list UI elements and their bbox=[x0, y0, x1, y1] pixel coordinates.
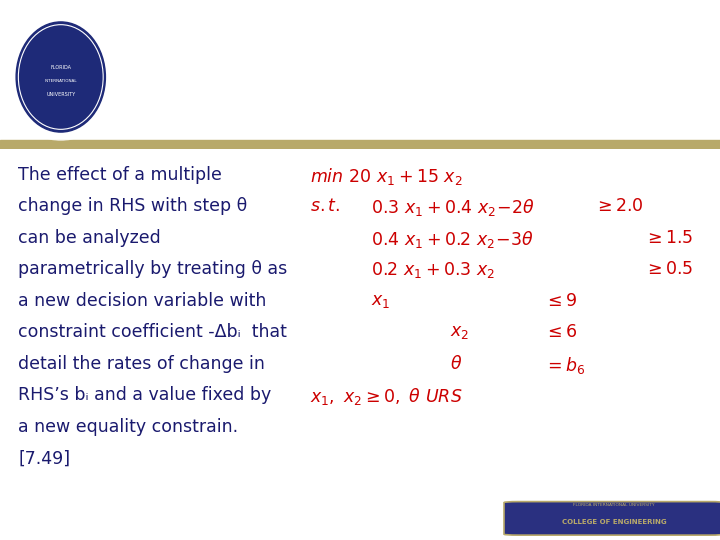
Text: FLORIDA INTERNATIONAL UNIVERSITY: FLORIDA INTERNATIONAL UNIVERSITY bbox=[573, 503, 655, 507]
Bar bbox=[0, 139, 720, 148]
Circle shape bbox=[16, 22, 105, 132]
Text: $\geq 1.5$: $\geq 1.5$ bbox=[644, 229, 694, 247]
Text: $\geq 2.0$: $\geq 2.0$ bbox=[594, 197, 644, 215]
Text: INTERNATIONAL: INTERNATIONAL bbox=[45, 79, 77, 83]
Text: can be analyzed: can be analyzed bbox=[18, 229, 161, 247]
Text: UNIVERSITY: UNIVERSITY bbox=[46, 92, 76, 97]
Text: $0.3\ x_1 + 0.4\ x_2\! -\! 2\theta$: $0.3\ x_1 + 0.4\ x_2\! -\! 2\theta$ bbox=[371, 197, 535, 218]
Text: a new decision variable with: a new decision variable with bbox=[18, 292, 266, 310]
Text: COLLEGE OF ENGINEERING: COLLEGE OF ENGINEERING bbox=[562, 518, 667, 524]
Circle shape bbox=[9, 14, 112, 140]
Text: $\leq 9$: $\leq 9$ bbox=[544, 292, 577, 310]
Text: $x_1$: $x_1$ bbox=[371, 292, 390, 310]
Text: Parameter Changes: Parameter Changes bbox=[256, 93, 564, 121]
Text: FLORIDA: FLORIDA bbox=[50, 65, 71, 70]
Text: detail the rates of change in: detail the rates of change in bbox=[18, 355, 265, 373]
Text: $0.4\ x_1 + 0.2\ x_2\! -\! 3\theta$: $0.4\ x_1 + 0.2\ x_2\! -\! 3\theta$ bbox=[371, 229, 534, 249]
Text: $\geq 0.5$: $\geq 0.5$ bbox=[644, 260, 694, 278]
Text: constraint coefficient -Δbᵢ  that: constraint coefficient -Δbᵢ that bbox=[18, 323, 287, 341]
Text: parametrically by treating θ as: parametrically by treating θ as bbox=[18, 260, 287, 278]
FancyBboxPatch shape bbox=[504, 502, 720, 535]
Text: Assessing Effects of Multiple: Assessing Effects of Multiple bbox=[184, 31, 636, 58]
Text: RHS’s bᵢ and a value fixed by: RHS’s bᵢ and a value fixed by bbox=[18, 387, 271, 404]
Text: change in RHS with step θ: change in RHS with step θ bbox=[18, 197, 247, 215]
Text: $\theta$: $\theta$ bbox=[450, 355, 462, 373]
Text: $\leq 6$: $\leq 6$ bbox=[544, 323, 577, 341]
Text: $x_2$: $x_2$ bbox=[450, 323, 469, 341]
Text: $min\ 20\ x_1 + 15\ x_2$: $min\ 20\ x_1 + 15\ x_2$ bbox=[310, 166, 462, 187]
Text: $s.t.$: $s.t.$ bbox=[310, 197, 340, 215]
Circle shape bbox=[12, 16, 110, 138]
Text: $= b_6$: $= b_6$ bbox=[544, 355, 585, 376]
Text: a new equality constrain.: a new equality constrain. bbox=[18, 418, 238, 436]
Text: [7.49]: [7.49] bbox=[18, 450, 70, 468]
Text: $x_1,\ x_2 \geq 0,\ \theta\ URS$: $x_1,\ x_2 \geq 0,\ \theta\ URS$ bbox=[310, 387, 462, 408]
Text: The effect of a multiple: The effect of a multiple bbox=[18, 166, 222, 184]
Text: $0.2\ x_1 + 0.3\ x_2$: $0.2\ x_1 + 0.3\ x_2$ bbox=[371, 260, 495, 280]
